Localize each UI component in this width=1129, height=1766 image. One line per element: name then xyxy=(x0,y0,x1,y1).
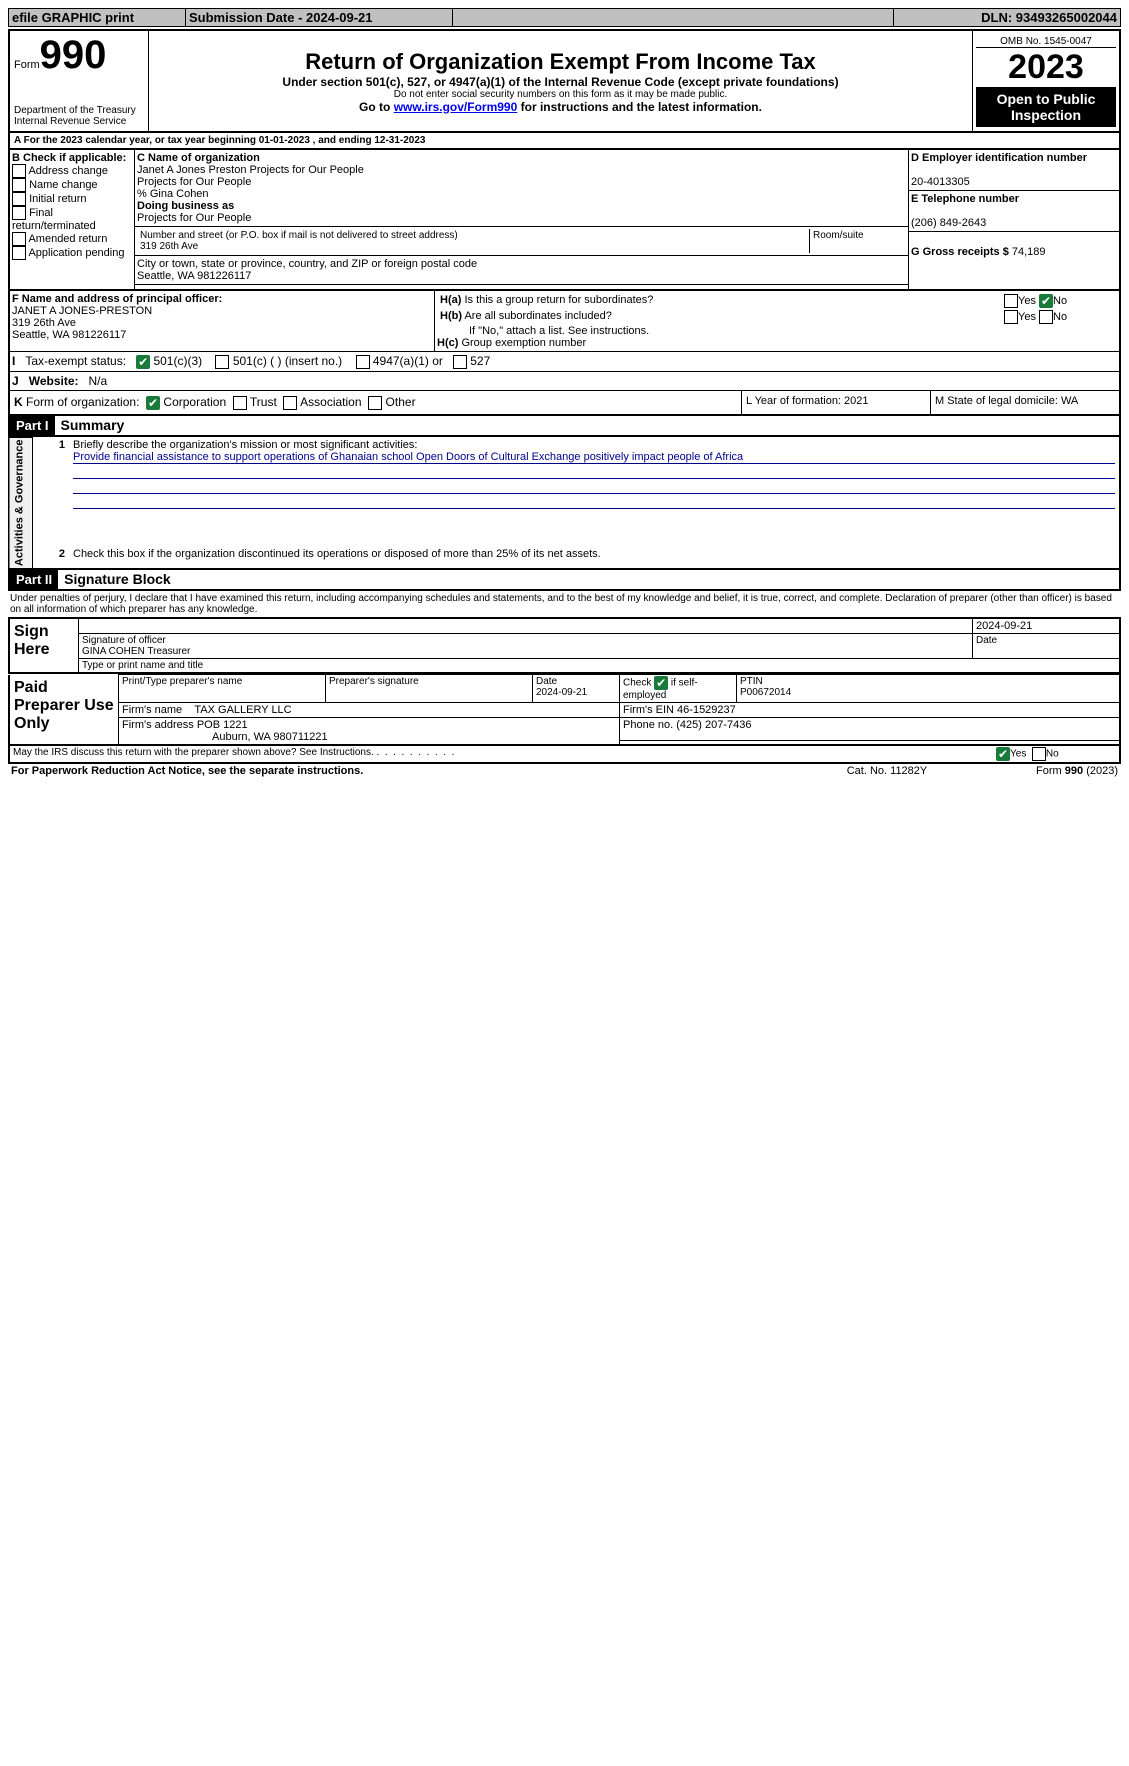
paid-preparer: Paid Preparer Use Only Print/Type prepar… xyxy=(8,674,1121,746)
tax-year: 2023 xyxy=(976,48,1116,87)
box-j: J Website: N/a xyxy=(9,371,1120,390)
submission-date: Submission Date - 2024-09-21 xyxy=(186,9,453,27)
box-d-label: D Employer identification number xyxy=(911,152,1087,164)
page-footer: For Paperwork Reduction Act Notice, see … xyxy=(8,764,1121,778)
omb: OMB No. 1545-0047 xyxy=(976,36,1116,48)
dept-label: Department of the Treasury Internal Reve… xyxy=(14,105,144,127)
form-number: 990 xyxy=(40,33,107,77)
check-icon: ✔ xyxy=(654,676,668,690)
sign-block: Sign Here 2024-09-21 Signature of office… xyxy=(8,617,1121,674)
vlabel-gov: Activities & Governance xyxy=(9,437,33,569)
form-title: Return of Organization Exempt From Incom… xyxy=(153,49,968,75)
top-bar: efile GRAPHIC print Submission Date - 20… xyxy=(8,8,1121,27)
sub3: Go to www.irs.gov/Form990 for instructio… xyxy=(153,100,968,114)
fh-row: F Name and address of principal officer:… xyxy=(8,291,1121,352)
dln: DLN: 93493265002044 xyxy=(894,9,1121,27)
part2-header: Part IISignature Block xyxy=(8,570,1121,591)
phone: (206) 849-2643 xyxy=(911,217,986,229)
box-g-label: G Gross receipts $ xyxy=(911,246,1009,258)
form-label: Form xyxy=(14,59,40,71)
form-header: Form990 Department of the Treasury Inter… xyxy=(8,29,1121,133)
info-grid: B Check if applicable: Address change Na… xyxy=(8,148,1121,291)
check-icon: ✔ xyxy=(146,396,160,410)
box-h: H(a) Is this a group return for subordin… xyxy=(435,291,1121,352)
box-m: M State of legal domicile: WA xyxy=(931,391,1121,415)
box-b: B Check if applicable: Address change Na… xyxy=(9,149,135,290)
part1-header: Part ISummary xyxy=(8,416,1121,437)
perjury-text: Under penalties of perjury, I declare th… xyxy=(8,591,1121,617)
gross-receipts: 74,189 xyxy=(1012,246,1046,258)
check-icon: ✔ xyxy=(996,747,1010,761)
officer-name: GINA COHEN Treasurer xyxy=(82,646,190,657)
box-i: I Tax-exempt status: ✔ 501(c)(3) 501(c) … xyxy=(9,352,1120,371)
check-icon: ✔ xyxy=(136,355,150,369)
check-icon: ✔ xyxy=(1039,294,1053,308)
box-e-label: E Telephone number xyxy=(911,193,1019,205)
sign-here-label: Sign Here xyxy=(9,618,79,673)
ein: 20-4013305 xyxy=(911,176,970,188)
box-f: F Name and address of principal officer:… xyxy=(9,291,435,352)
open-inspection: Open to Public Inspection xyxy=(976,87,1116,127)
box-c: C Name of organization Janet A Jones Pre… xyxy=(135,149,909,227)
sub1: Under section 501(c), 527, or 4947(a)(1)… xyxy=(153,75,968,89)
sign-date: 2024-09-21 xyxy=(973,618,1121,634)
efile-label: efile GRAPHIC print xyxy=(9,9,186,27)
tax-year-line: A For the 2023 calendar year, or tax yea… xyxy=(8,133,1121,148)
irs-link[interactable]: www.irs.gov/Form990 xyxy=(394,100,518,114)
summary-table: Activities & Governance 1 Briefly descri… xyxy=(8,437,1121,571)
box-l: L Year of formation: 2021 xyxy=(742,391,931,415)
sub2: Do not enter social security numbers on … xyxy=(153,89,968,100)
mission-text: Provide financial assistance to support … xyxy=(73,451,1115,464)
box-k: K Form of organization: ✔ Corporation Tr… xyxy=(9,391,742,415)
